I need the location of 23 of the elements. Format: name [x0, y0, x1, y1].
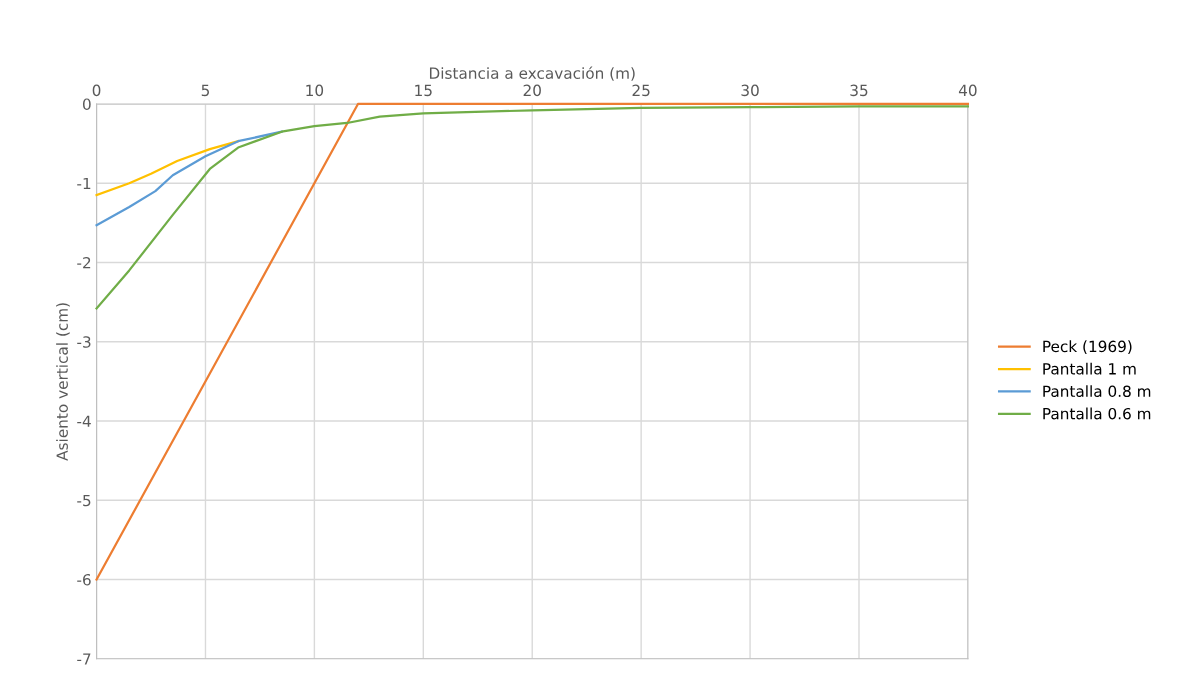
y-tick-label: -1: [77, 177, 91, 190]
legend-label: Pantalla 0.8 m: [1043, 385, 1151, 398]
x-tick-label: 30: [741, 84, 759, 97]
legend-label: Pantalla 1 m: [1043, 362, 1136, 375]
y-tick-label: 0: [82, 98, 91, 110]
x-tick-label: 25: [632, 84, 650, 97]
y-tick-label: -6: [77, 574, 91, 586]
x-tick-label: 40: [958, 84, 977, 97]
legend-label: Peck (1969): [1043, 340, 1132, 354]
y-tick-label: -5: [77, 494, 91, 507]
x-axis-title: Distancia a excavación (m): [429, 66, 635, 81]
y-tick-label: -7: [77, 653, 91, 665]
x-tick-label: 15: [415, 84, 432, 97]
legend-label: Pantalla 0.6 m: [1043, 407, 1151, 420]
x-tick-label: 10: [306, 84, 324, 97]
y-tick-label: -4: [77, 415, 91, 427]
x-tick-label: 0: [92, 84, 101, 97]
y-tick-label: -3: [77, 336, 91, 348]
y-tick-label: -2: [77, 256, 91, 269]
y-axis-title: Asiento vertical (cm): [56, 303, 70, 461]
x-tick-label: 20: [523, 84, 541, 97]
x-tick-label: 35: [850, 84, 868, 97]
x-tick-label: 5: [201, 84, 209, 97]
